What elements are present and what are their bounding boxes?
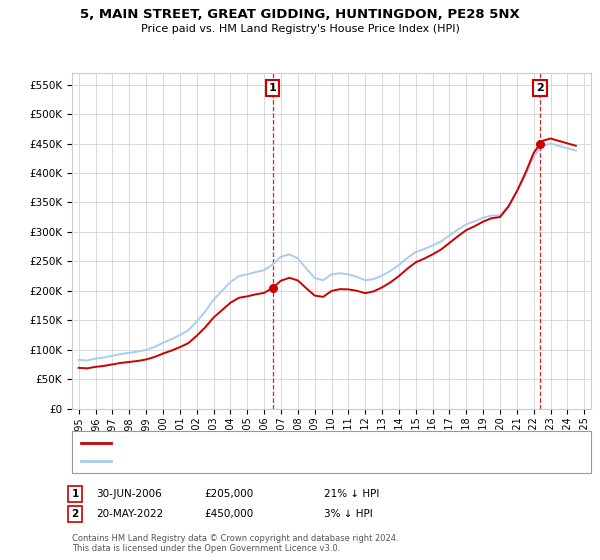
- Text: Price paid vs. HM Land Registry's House Price Index (HPI): Price paid vs. HM Land Registry's House …: [140, 24, 460, 34]
- Text: Contains HM Land Registry data © Crown copyright and database right 2024.
This d: Contains HM Land Registry data © Crown c…: [72, 534, 398, 553]
- Text: 3% ↓ HPI: 3% ↓ HPI: [324, 509, 373, 519]
- Text: 2: 2: [71, 509, 79, 519]
- Text: 20-MAY-2022: 20-MAY-2022: [96, 509, 163, 519]
- Text: HPI: Average price, detached house, Huntingdonshire: HPI: Average price, detached house, Hunt…: [117, 456, 379, 466]
- Text: £450,000: £450,000: [204, 509, 253, 519]
- Text: 30-JUN-2006: 30-JUN-2006: [96, 489, 162, 499]
- Text: 2: 2: [536, 83, 544, 93]
- Text: 5, MAIN STREET, GREAT GIDDING, HUNTINGDON, PE28 5NX (detached house): 5, MAIN STREET, GREAT GIDDING, HUNTINGDO…: [117, 438, 497, 448]
- Text: £205,000: £205,000: [204, 489, 253, 499]
- Text: 1: 1: [269, 83, 277, 93]
- Text: 1: 1: [71, 489, 79, 499]
- Text: 5, MAIN STREET, GREAT GIDDING, HUNTINGDON, PE28 5NX: 5, MAIN STREET, GREAT GIDDING, HUNTINGDO…: [80, 8, 520, 21]
- Text: 21% ↓ HPI: 21% ↓ HPI: [324, 489, 379, 499]
